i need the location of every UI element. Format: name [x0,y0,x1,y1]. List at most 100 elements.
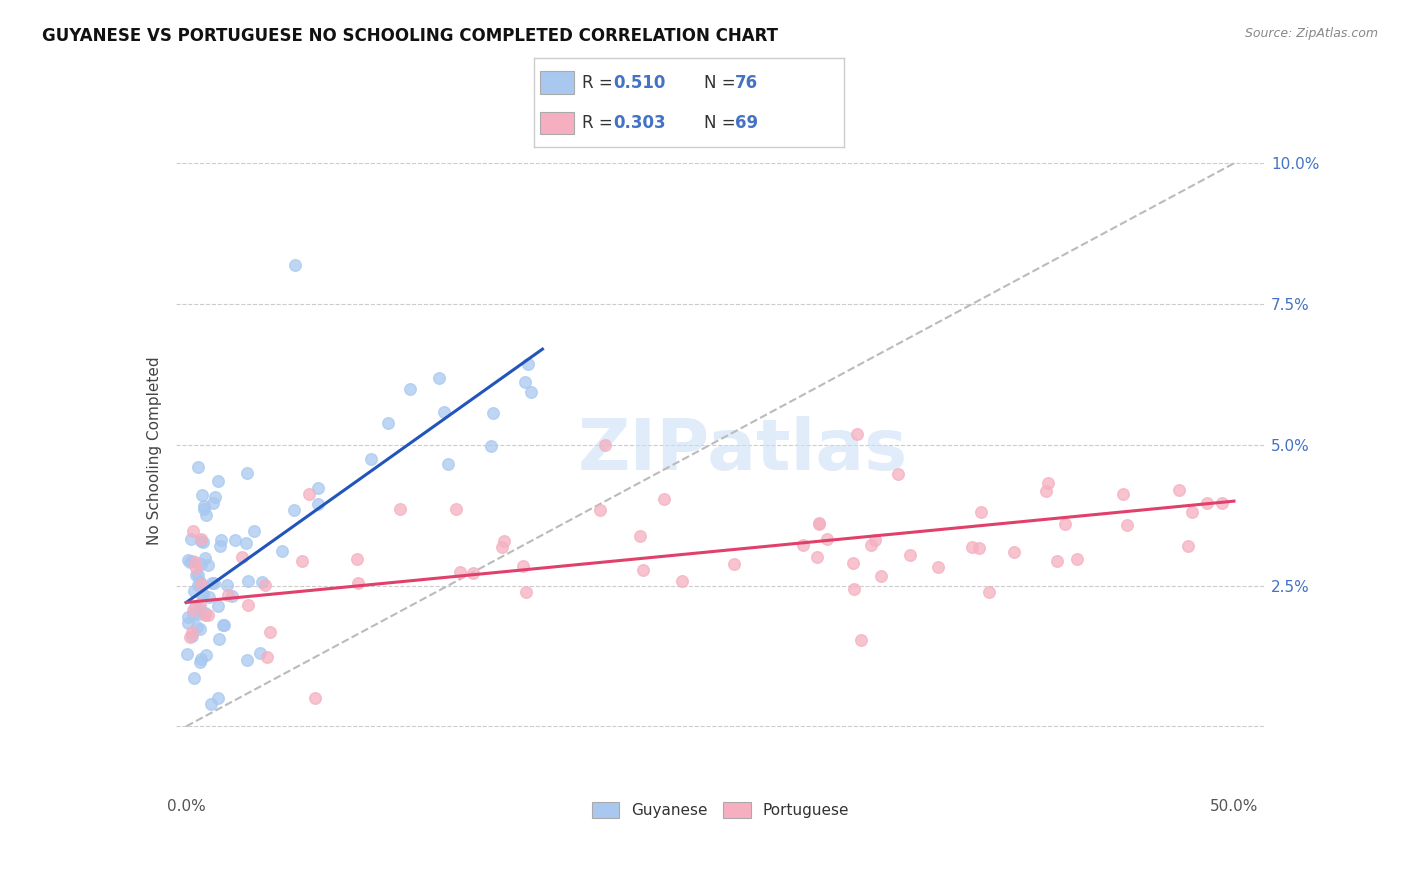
Point [180,625,202,640]
Point [188,655,211,669]
Point [202,496,225,510]
Point [184,567,207,582]
Legend: Guyanese, Portuguese: Guyanese, Portuguese [586,796,855,824]
Point [1066,551,1088,566]
Point [595,438,617,452]
Point [188,575,211,590]
Point [190,534,212,549]
Point [346,552,368,566]
Point [177,553,200,567]
Point [190,488,212,502]
Point [217,587,239,601]
Point [179,555,201,569]
Point [187,459,209,474]
Point [517,357,540,371]
Point [194,551,217,566]
Text: R =: R = [582,113,619,132]
Point [194,607,217,621]
Point [193,502,215,516]
Point [967,541,990,555]
Point [806,550,828,565]
Point [186,561,208,575]
Point [491,540,513,554]
Point [197,558,219,573]
Text: 0.510: 0.510 [613,73,665,92]
Point [449,565,471,579]
Point [256,649,278,664]
Point [808,516,831,531]
Point [1115,517,1137,532]
Point [360,452,382,467]
Y-axis label: No Schooling Completed: No Schooling Completed [146,356,162,545]
Point [207,599,229,613]
Point [444,502,467,516]
Point [290,554,312,568]
Point [631,563,654,577]
Point [807,516,830,530]
Point [194,648,217,662]
Point [1177,539,1199,553]
Point [209,540,232,554]
Point [190,558,212,572]
Point [235,467,257,481]
Point [271,544,294,558]
Point [284,258,307,272]
Text: R =: R = [582,73,619,92]
Point [187,578,209,592]
Point [188,602,211,616]
Point [231,550,253,565]
Point [671,574,693,588]
Point [176,647,198,661]
Point [242,524,264,539]
Point [1046,554,1069,568]
Text: 76: 76 [735,73,758,92]
Point [849,632,872,647]
Text: N =: N = [704,113,741,132]
Point [184,600,207,615]
Point [179,630,201,644]
Point [217,578,239,592]
Point [190,577,212,591]
Point [177,610,200,624]
Point [207,691,229,706]
Point [437,457,460,471]
Point [190,532,212,546]
Point [183,671,205,685]
Point [1167,483,1189,498]
Point [183,524,205,538]
Point [188,623,211,637]
Point [186,620,208,634]
Point [298,487,321,501]
Point [433,405,456,419]
Point [207,475,229,489]
Point [259,624,281,639]
Point [177,615,200,630]
Point [187,568,209,582]
Point [1036,475,1059,490]
Point [249,646,271,660]
Point [254,578,277,592]
Point [1211,496,1233,510]
Point [927,559,949,574]
Point [513,375,536,389]
Point [207,632,229,646]
Point [212,618,235,632]
Point [200,697,222,711]
Text: GUYANESE VS PORTUGUESE NO SCHOOLING COMPLETED CORRELATION CHART: GUYANESE VS PORTUGUESE NO SCHOOLING COMP… [42,27,778,45]
Point [188,597,211,611]
Point [512,558,534,573]
Point [236,574,259,588]
FancyBboxPatch shape [540,112,575,134]
Point [845,426,868,441]
Point [193,499,215,513]
Text: N =: N = [704,73,741,92]
Point [307,497,329,511]
Point [842,557,865,571]
Point [198,590,221,604]
Point [193,586,215,600]
Point [204,491,226,505]
Point [221,590,243,604]
Point [515,585,537,599]
Point [628,529,651,543]
Point [307,482,329,496]
